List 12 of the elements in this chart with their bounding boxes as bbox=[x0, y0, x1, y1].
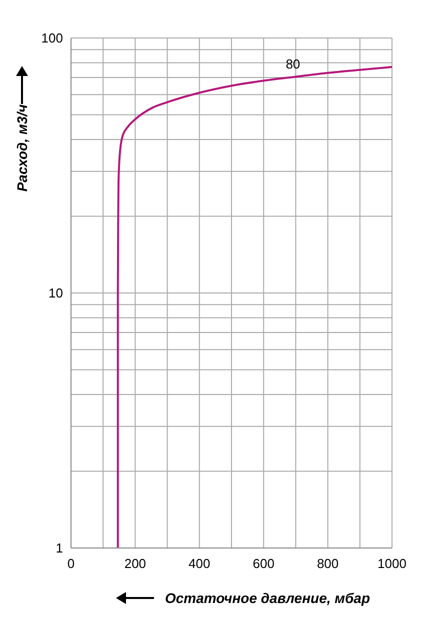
y-tick-label: 1 bbox=[56, 540, 63, 556]
x-tick-label: 200 bbox=[124, 556, 146, 571]
y-tick-label: 10 bbox=[48, 286, 63, 301]
x-tick-label: 600 bbox=[252, 556, 274, 571]
x-tick-label: 1000 bbox=[378, 556, 406, 571]
series-label: 80 bbox=[286, 56, 300, 72]
x-tick-label: 800 bbox=[316, 556, 339, 571]
x-tick-label: 400 bbox=[188, 556, 210, 571]
y-axis-title: Расход, м3/ч bbox=[14, 104, 30, 192]
y-tick-label: 100 bbox=[41, 30, 63, 46]
x-axis-title: Остаточное давление, мбар bbox=[165, 590, 370, 606]
x-tick-label: 0 bbox=[67, 556, 75, 571]
